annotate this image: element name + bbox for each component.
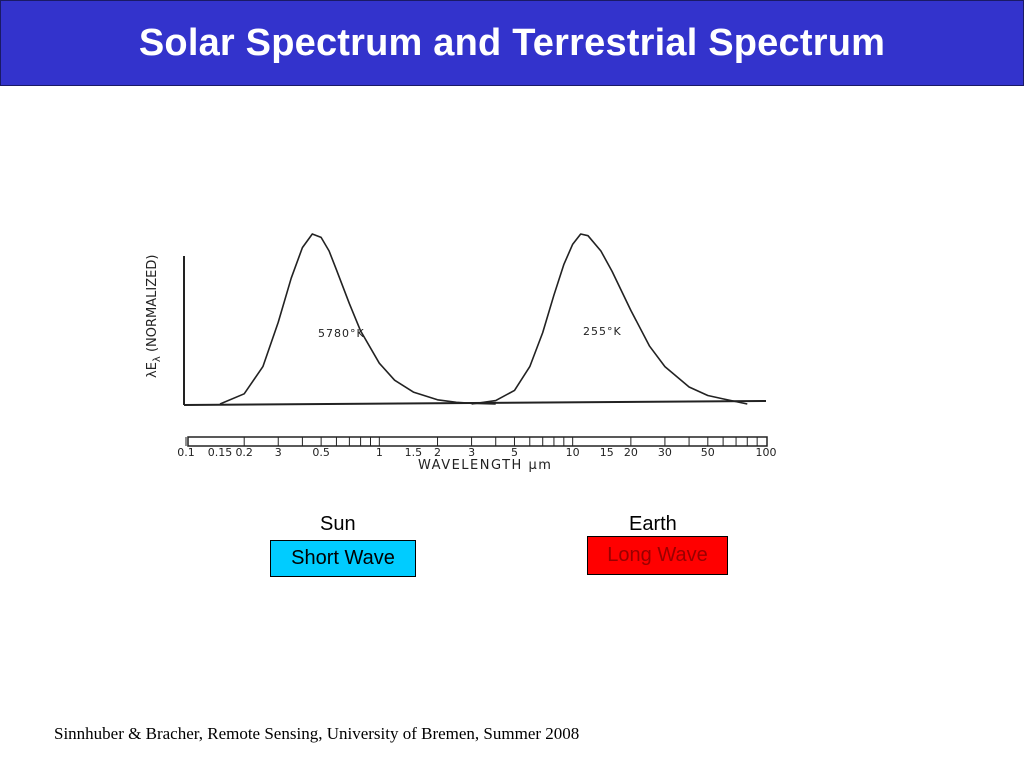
chart-axes bbox=[183, 256, 767, 406]
x-tick-label: 0.1 bbox=[177, 446, 195, 459]
x-tick-labels: 0.1 0.15 0.2 3 0.5 1 1.5 2 3 5 10 15 20 30 50 100 bbox=[177, 446, 776, 459]
short-wave-box: Short Wave bbox=[270, 540, 416, 577]
x-tick-label: 30 bbox=[658, 446, 672, 459]
earth-label: Earth bbox=[629, 513, 677, 535]
x-tick-label: 0.2 bbox=[235, 446, 253, 459]
x-tick-label: 3 bbox=[468, 446, 475, 459]
y-axis-label: λEλ (NORMALIZED) bbox=[145, 255, 163, 378]
x-tick-label: 15 bbox=[600, 446, 614, 459]
wavelength-ruler bbox=[185, 436, 768, 447]
long-wave-label: Long Wave bbox=[607, 544, 708, 566]
series-line-sun bbox=[219, 233, 496, 405]
x-tick-label: 10 bbox=[566, 446, 580, 459]
sun-label: Sun bbox=[320, 513, 356, 535]
x-tick-label: 0.5 bbox=[312, 446, 330, 459]
slide-title: Solar Spectrum and Terrestrial Spectrum bbox=[138, 21, 886, 64]
x-tick-label: 2 bbox=[434, 446, 441, 459]
ruler-frame bbox=[187, 436, 768, 447]
series-labels: 5780°K 255°K bbox=[318, 325, 622, 340]
series-label-earth: 255°K bbox=[583, 325, 622, 338]
x-tick-label: 100 bbox=[756, 446, 777, 459]
x-tick-label: 0.15 bbox=[208, 446, 233, 459]
short-wave-label: Short Wave bbox=[291, 547, 395, 569]
x-tick-label: 1 bbox=[376, 446, 383, 459]
x-tick-label: 3 bbox=[275, 446, 282, 459]
y-axis-label-main: λE bbox=[145, 362, 160, 378]
series-label-sun: 5780°K bbox=[318, 327, 365, 340]
x-tick-label: 5 bbox=[511, 446, 518, 459]
y-axis-label-suffix: (NORMALIZED) bbox=[145, 255, 160, 357]
x-axis-label: WAVELENGTH μm bbox=[418, 458, 552, 473]
series-group bbox=[219, 233, 748, 405]
x-tick-label: 50 bbox=[701, 446, 715, 459]
series-line-earth bbox=[471, 233, 748, 405]
footer-credit: Sinnhuber & Bracher, Remote Sensing, Uni… bbox=[54, 724, 580, 743]
title-bar: Solar Spectrum and Terrestrial Spectrum bbox=[0, 0, 1024, 86]
x-tick-label: 1.5 bbox=[405, 446, 423, 459]
x-tick-label: 20 bbox=[624, 446, 638, 459]
y-axis-label-subscript: λ bbox=[152, 356, 163, 362]
long-wave-box: Long Wave bbox=[587, 536, 728, 575]
